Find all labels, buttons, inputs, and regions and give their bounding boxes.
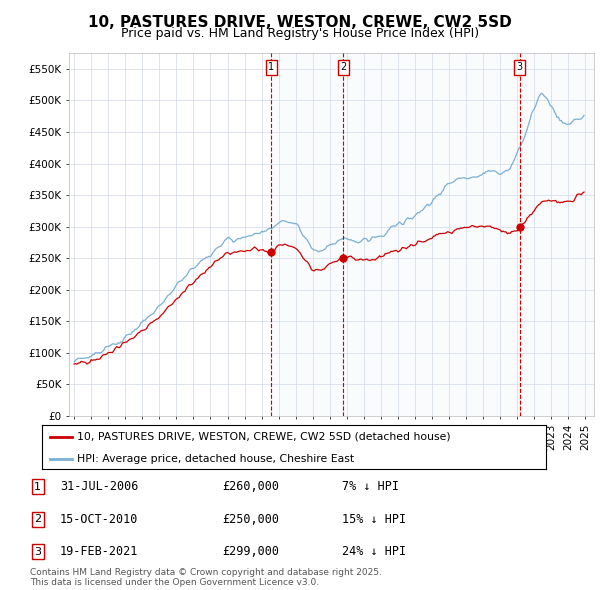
Text: 31-JUL-2006: 31-JUL-2006	[60, 480, 139, 493]
Text: 24% ↓ HPI: 24% ↓ HPI	[342, 545, 406, 558]
Bar	[520, 53, 594, 416]
Text: 2: 2	[340, 62, 346, 72]
Bar	[271, 53, 343, 416]
Text: 2: 2	[34, 514, 41, 524]
Text: 3: 3	[517, 62, 523, 72]
Text: 19-FEB-2021: 19-FEB-2021	[60, 545, 139, 558]
Text: 1: 1	[34, 482, 41, 491]
Text: 10, PASTURES DRIVE, WESTON, CREWE, CW2 5SD (detached house): 10, PASTURES DRIVE, WESTON, CREWE, CW2 5…	[77, 432, 451, 442]
Bar	[343, 53, 520, 416]
Text: 1: 1	[268, 62, 275, 72]
Text: 7% ↓ HPI: 7% ↓ HPI	[342, 480, 399, 493]
Text: HPI: Average price, detached house, Cheshire East: HPI: Average price, detached house, Ches…	[77, 454, 355, 464]
Text: £299,000: £299,000	[222, 545, 279, 558]
Text: £250,000: £250,000	[222, 513, 279, 526]
Text: Price paid vs. HM Land Registry's House Price Index (HPI): Price paid vs. HM Land Registry's House …	[121, 27, 479, 40]
Text: 15-OCT-2010: 15-OCT-2010	[60, 513, 139, 526]
Text: 10, PASTURES DRIVE, WESTON, CREWE, CW2 5SD: 10, PASTURES DRIVE, WESTON, CREWE, CW2 5…	[88, 15, 512, 30]
Text: £260,000: £260,000	[222, 480, 279, 493]
Text: 15% ↓ HPI: 15% ↓ HPI	[342, 513, 406, 526]
Text: 3: 3	[34, 547, 41, 556]
Text: Contains HM Land Registry data © Crown copyright and database right 2025.
This d: Contains HM Land Registry data © Crown c…	[30, 568, 382, 587]
